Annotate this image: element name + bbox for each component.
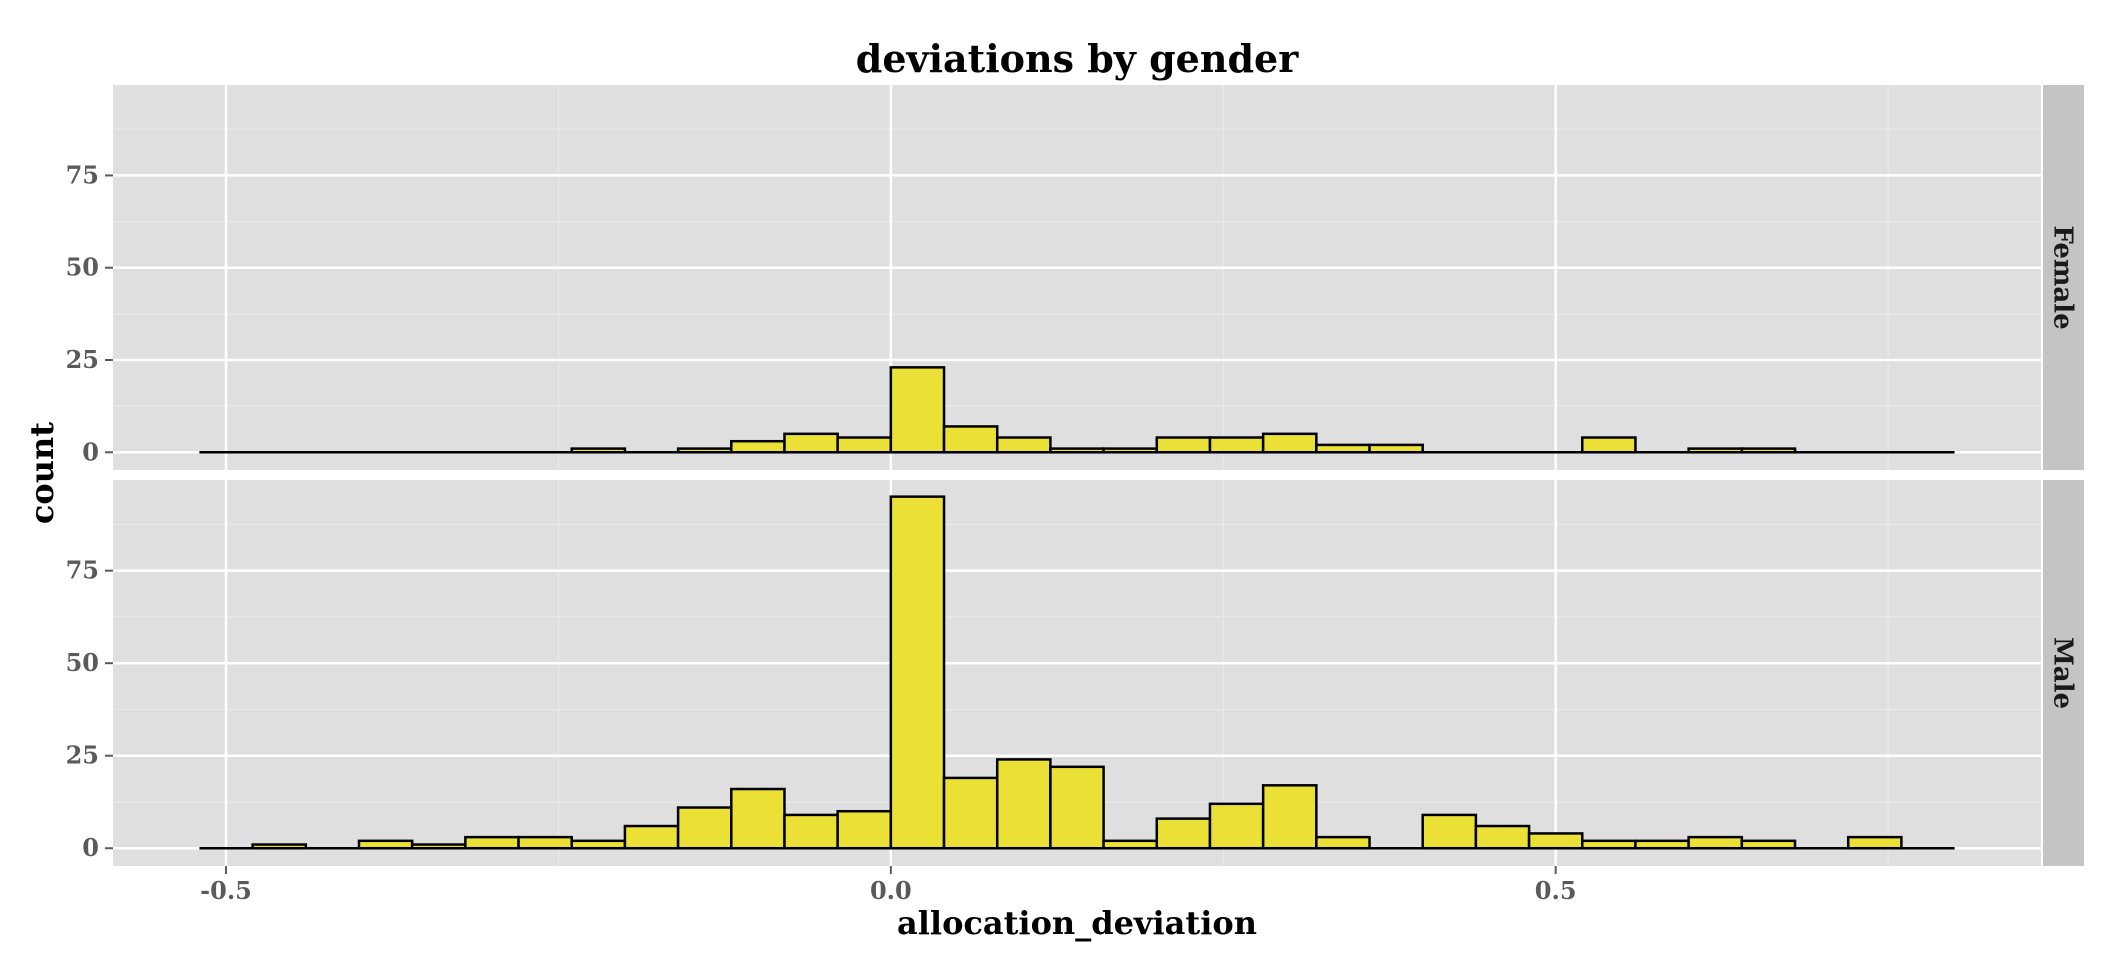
panel-background (113, 85, 2041, 470)
y-axis-title: count (23, 422, 61, 524)
y-tick-label: 50 (66, 253, 99, 282)
histogram-bar (836, 436, 893, 454)
histogram-bar (836, 809, 893, 850)
x-tick-label: -0.5 (200, 876, 252, 905)
histogram-bar (1315, 835, 1371, 850)
histogram-bar (1474, 824, 1531, 850)
histogram-bar (676, 806, 733, 850)
facet-panels: 0 25 50 75 Female 0 25 50 75 Male (66, 85, 2084, 866)
y-tick-label: 25 (66, 345, 99, 374)
facet-panel-female: 0 25 50 75 Female (66, 85, 2084, 470)
histogram-bar (783, 813, 839, 850)
facet-strip-label-male: Male (2048, 637, 2078, 709)
histogram-bar (1208, 436, 1265, 454)
x-axis-ticks: -0.5 0.0 0.5 (200, 866, 1577, 905)
facet-strip-label-female: Female (2048, 225, 2078, 329)
histogram-bar (623, 824, 680, 850)
chart-title: deviations by gender (856, 36, 1299, 81)
histogram-bar (517, 835, 573, 850)
histogram-bar (942, 776, 999, 850)
x-axis-title: allocation_deviation (897, 904, 1257, 942)
histogram-bar (1049, 765, 1105, 850)
histogram-bar (1421, 813, 1478, 850)
histogram-bar (464, 835, 520, 850)
histogram-bar (1846, 835, 1903, 850)
y-tick-label: 0 (82, 833, 99, 862)
histogram-bar (730, 787, 786, 850)
histogram-bar (1155, 817, 1212, 850)
y-tick-label: 75 (66, 556, 99, 585)
histogram-bar (1208, 802, 1265, 850)
histogram-bar (783, 432, 839, 454)
histogram-bar (1527, 832, 1584, 850)
facet-panel-male: 0 25 50 75 Male (66, 480, 2084, 866)
y-tick-label: 25 (66, 741, 99, 770)
x-tick-label: 0.5 (1535, 876, 1577, 905)
histogram-bar (1261, 784, 1318, 850)
histogram-bar (730, 439, 786, 454)
x-tick-label: 0.0 (870, 876, 912, 905)
histogram-bar (942, 425, 999, 454)
y-tick-label: 50 (66, 648, 99, 677)
histogram-bar (1261, 432, 1318, 454)
histogram-bar (1581, 436, 1637, 454)
facet-strip (2043, 480, 2084, 866)
histogram-bar (1155, 436, 1212, 454)
histogram-bar (995, 758, 1052, 850)
histogram-bar (889, 366, 946, 454)
histogram-bar (889, 495, 946, 850)
y-tick-label: 75 (66, 160, 99, 189)
histogram-bar (995, 436, 1052, 454)
facet-strip (2043, 85, 2084, 470)
histogram-bar (1687, 835, 1744, 850)
y-tick-label: 0 (82, 437, 99, 466)
